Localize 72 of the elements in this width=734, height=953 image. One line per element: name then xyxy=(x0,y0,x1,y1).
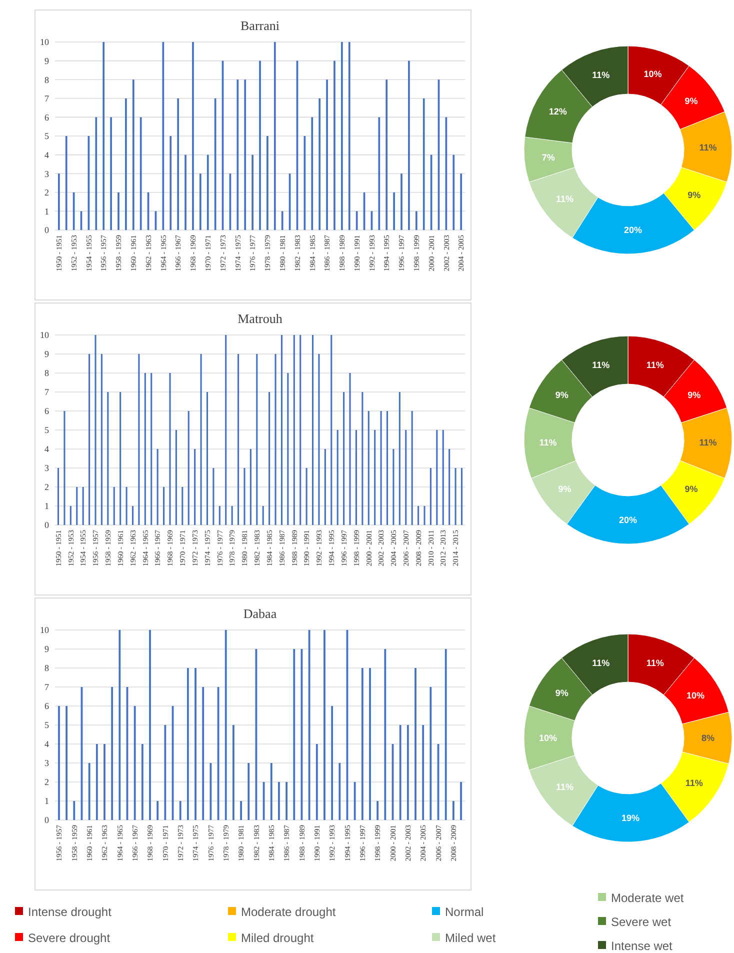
y-tick-label: 4 xyxy=(44,739,50,750)
y-tick-label: 2 xyxy=(44,777,49,788)
y-tick-label: 9 xyxy=(44,56,50,66)
data-label: 11% xyxy=(699,142,717,153)
data-label: 9% xyxy=(688,390,701,400)
data-label: 20% xyxy=(618,515,638,526)
data-label: 11% xyxy=(592,70,610,80)
data-label: 11% xyxy=(539,438,557,448)
y-tick-label: 10 xyxy=(40,330,50,340)
data-label: 9% xyxy=(684,484,698,494)
data-label: 20% xyxy=(624,224,642,235)
y-tick-label: 8 xyxy=(44,368,50,378)
chart-title: Dabaa xyxy=(243,606,277,621)
y-tick-label: 6 xyxy=(44,701,50,712)
data-label: 10% xyxy=(538,733,558,744)
data-label: 9% xyxy=(684,96,698,106)
y-tick-label: 0 xyxy=(44,815,50,826)
data-label: 9% xyxy=(555,390,568,400)
y-tick-label: 6 xyxy=(44,406,50,416)
data-label: 11% xyxy=(592,658,610,668)
y-tick-label: 5 xyxy=(44,425,50,436)
data-label: 10% xyxy=(686,690,705,700)
data-label: 8% xyxy=(701,733,715,744)
data-label: 12% xyxy=(548,106,567,117)
y-tick-label: 4 xyxy=(44,444,50,454)
y-tick-label: 7 xyxy=(44,682,50,692)
chart-title: Matrouh xyxy=(238,311,283,326)
legend-label: Moderate wet xyxy=(611,891,684,906)
y-tick-label: 3 xyxy=(44,168,50,179)
y-tick-label: 8 xyxy=(44,74,50,85)
data-label: 11% xyxy=(592,360,610,370)
y-tick-label: 6 xyxy=(44,112,50,122)
y-tick-label: 10 xyxy=(40,625,50,636)
y-tick-label: 7 xyxy=(44,94,50,104)
data-label: 11% xyxy=(699,438,717,448)
data-label: 11% xyxy=(556,194,574,204)
data-label: 9% xyxy=(555,688,568,698)
data-label: 7% xyxy=(542,152,555,163)
y-tick-label: 4 xyxy=(44,150,50,160)
data-label: 10% xyxy=(644,69,662,80)
y-tick-label: 2 xyxy=(44,188,49,198)
y-tick-label: 1 xyxy=(44,796,49,806)
data-label: 11% xyxy=(685,778,703,788)
y-tick-label: 8 xyxy=(44,663,50,674)
y-tick-label: 10 xyxy=(40,37,50,48)
data-label: 11% xyxy=(646,658,664,668)
y-tick-label: 7 xyxy=(44,387,50,398)
legend-label: Intense drought xyxy=(28,905,112,920)
data-label: 11% xyxy=(646,360,664,370)
legend-label: Miled wet xyxy=(445,931,496,946)
data-label: 9% xyxy=(558,484,572,494)
legend-label: Intense wet xyxy=(611,939,674,953)
y-tick-label: 5 xyxy=(44,720,50,730)
y-tick-label: 3 xyxy=(44,758,50,768)
legend-label: Severe drought xyxy=(28,931,111,946)
data-label: 11% xyxy=(556,782,574,792)
y-tick-label: 3 xyxy=(44,463,50,474)
legend-label: Severe wet xyxy=(611,915,672,930)
y-tick-label: 2 xyxy=(44,482,49,492)
data-label: 9% xyxy=(688,190,701,200)
legend-label: Normal xyxy=(445,905,484,920)
y-tick-label: 9 xyxy=(44,349,50,360)
y-tick-label: 9 xyxy=(44,644,50,654)
chart-title: Barrani xyxy=(240,18,280,33)
legend-label: Moderate drought xyxy=(241,905,336,920)
y-tick-label: 1 xyxy=(44,501,49,512)
y-tick-label: 1 xyxy=(44,206,49,216)
y-tick-label: 0 xyxy=(44,520,50,530)
y-tick-label: 5 xyxy=(44,131,50,142)
y-tick-label: 0 xyxy=(44,225,50,236)
data-label: 19% xyxy=(622,813,640,824)
legend-label: Miled drought xyxy=(241,931,314,946)
